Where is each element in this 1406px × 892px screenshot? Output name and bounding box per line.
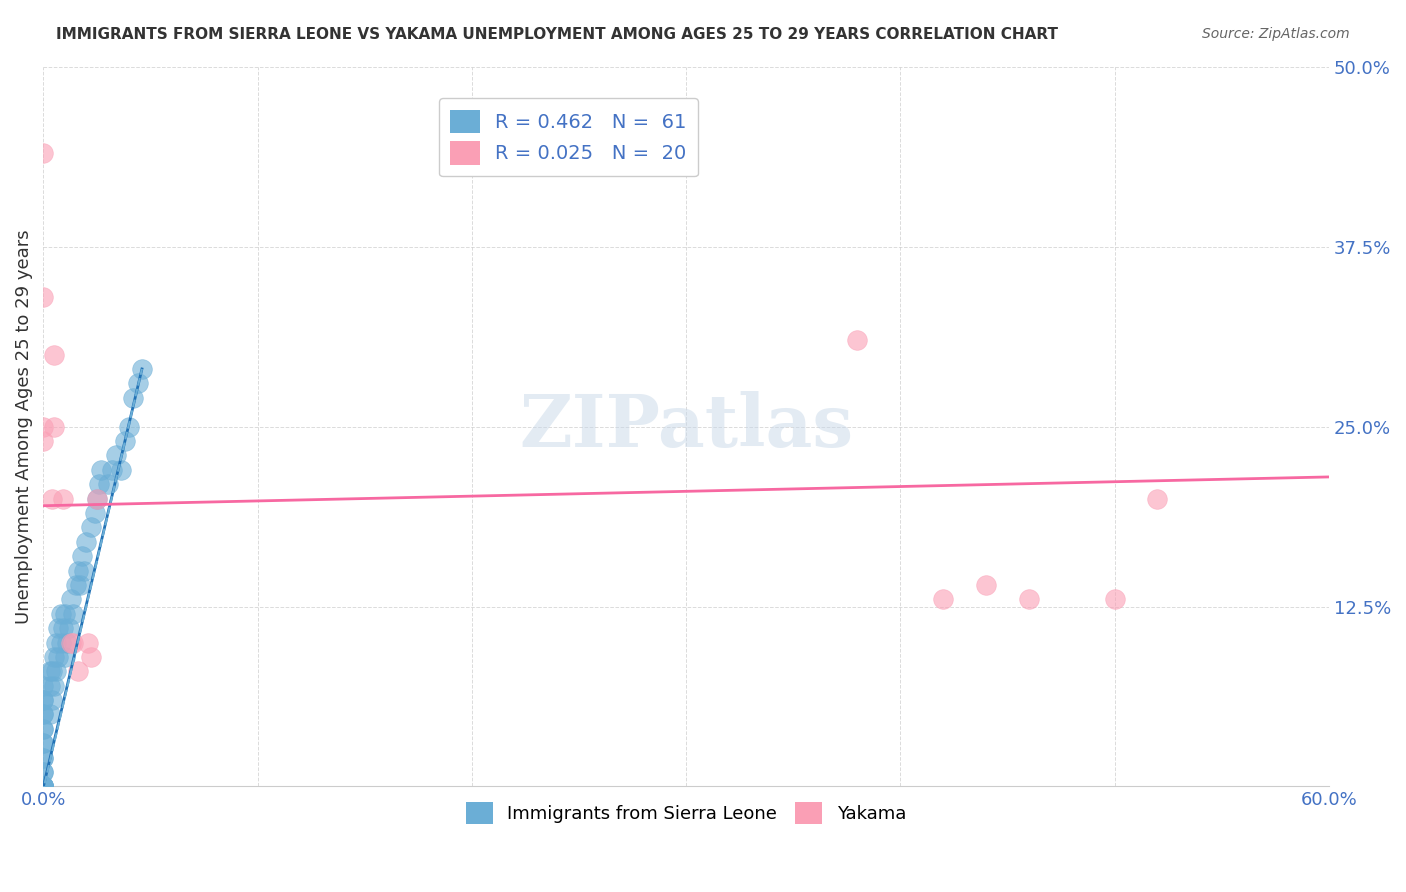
Point [32, 707, 55, 722]
Point [86, 491, 108, 506]
Point [52, 491, 75, 506]
Point [32, 693, 55, 707]
Point [118, 419, 141, 434]
Point [32, 419, 55, 434]
Point [90, 463, 112, 477]
Point [75, 534, 97, 549]
Point [38, 707, 60, 722]
Point [83, 506, 105, 520]
Point [87, 477, 110, 491]
Point [65, 578, 87, 592]
Point [122, 391, 145, 405]
Point [32, 780, 55, 794]
Point [1104, 592, 1126, 607]
Point [66, 564, 89, 578]
Point [1146, 491, 1168, 506]
Point [1018, 592, 1040, 607]
Point [32, 736, 55, 750]
Point [32, 780, 55, 794]
Point [60, 592, 83, 607]
Point [62, 635, 84, 649]
Point [32, 146, 55, 161]
Point [53, 607, 76, 621]
Point [60, 635, 83, 649]
Point [32, 679, 55, 693]
Point [69, 578, 91, 592]
Point [32, 750, 55, 764]
Point [101, 463, 124, 477]
Point [32, 780, 55, 794]
Point [110, 463, 132, 477]
Point [42, 649, 65, 664]
Point [58, 621, 80, 635]
Point [41, 665, 63, 679]
Point [32, 780, 55, 794]
Point [32, 765, 55, 780]
Point [32, 780, 55, 794]
Point [77, 635, 100, 649]
Point [974, 578, 997, 592]
Point [127, 376, 149, 391]
Point [32, 434, 55, 448]
Point [32, 707, 55, 722]
Point [932, 592, 955, 607]
Point [32, 736, 55, 750]
Point [38, 665, 60, 679]
Point [32, 290, 55, 304]
Point [41, 491, 63, 506]
Point [846, 333, 869, 347]
Point [56, 635, 79, 649]
Point [42, 679, 65, 693]
Point [32, 693, 55, 707]
Point [70, 549, 93, 563]
Point [38, 679, 60, 693]
Legend: Immigrants from Sierra Leone, Yakama: Immigrants from Sierra Leone, Yakama [456, 791, 917, 835]
Point [32, 722, 55, 736]
Point [45, 635, 67, 649]
Point [48, 649, 70, 664]
Point [86, 491, 108, 506]
Point [32, 780, 55, 794]
Point [32, 722, 55, 736]
Text: ZIPatlas: ZIPatlas [519, 391, 853, 462]
Point [66, 665, 89, 679]
Point [41, 693, 63, 707]
Point [79, 649, 101, 664]
Point [32, 765, 55, 780]
Point [32, 780, 55, 794]
Point [48, 621, 70, 635]
Point [131, 362, 153, 376]
Point [97, 477, 120, 491]
Point [32, 780, 55, 794]
Point [114, 434, 136, 448]
Point [105, 448, 128, 462]
Point [52, 621, 75, 635]
Text: IMMIGRANTS FROM SIERRA LEONE VS YAKAMA UNEMPLOYMENT AMONG AGES 25 TO 29 YEARS CO: IMMIGRANTS FROM SIERRA LEONE VS YAKAMA U… [56, 27, 1059, 42]
Point [62, 607, 84, 621]
Point [42, 419, 65, 434]
Point [42, 347, 65, 361]
Point [73, 564, 96, 578]
Point [49, 607, 72, 621]
Y-axis label: Unemployment Among Ages 25 to 29 years: Unemployment Among Ages 25 to 29 years [15, 229, 32, 624]
Point [32, 750, 55, 764]
Text: Source: ZipAtlas.com: Source: ZipAtlas.com [1202, 27, 1350, 41]
Point [45, 665, 67, 679]
Point [53, 649, 76, 664]
Point [49, 635, 72, 649]
Point [79, 520, 101, 534]
